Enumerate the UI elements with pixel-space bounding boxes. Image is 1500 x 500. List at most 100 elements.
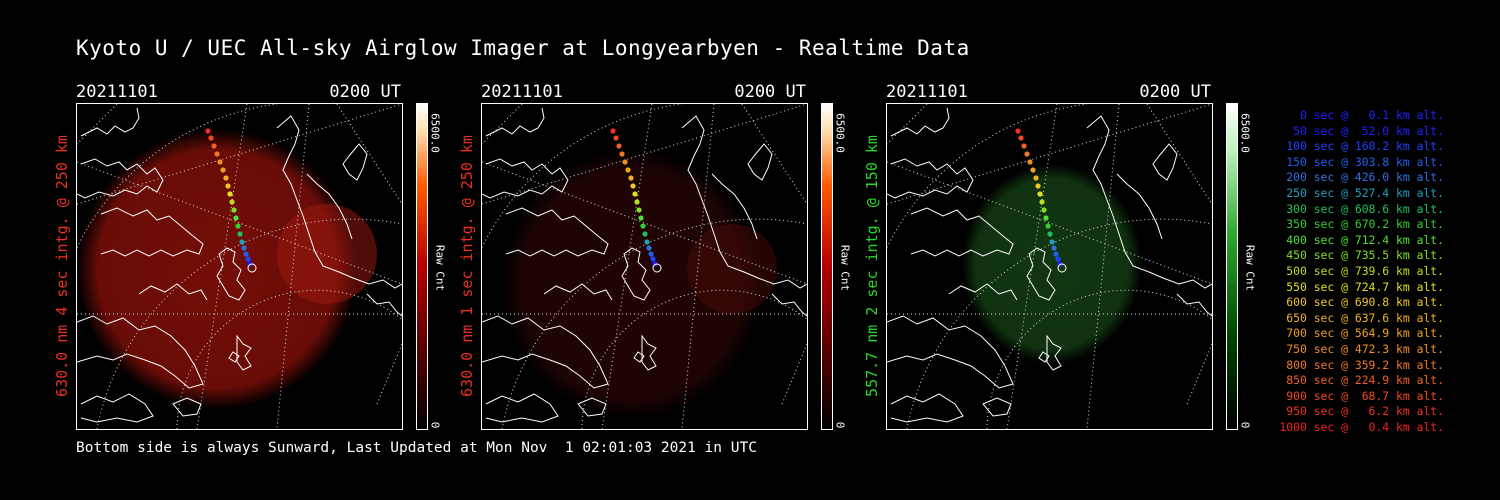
trajectory-point	[1018, 135, 1024, 141]
trajectory-point	[646, 245, 652, 251]
grid-line	[1006, 104, 1058, 429]
panel-1-date: 20211101	[76, 82, 158, 102]
panel-2-colorbar	[821, 103, 833, 430]
coastline	[711, 173, 758, 240]
panel-3-colorbar-unit-wrap: Raw Cnt	[1242, 238, 1258, 298]
panel-3-colorbar-min: 0	[1238, 421, 1252, 429]
coastline	[228, 351, 240, 363]
grid-arc	[906, 218, 1212, 429]
coastline	[485, 107, 545, 137]
panel-2-ylabel-wrap: 630.0 nm 1 sec intg. @ 250 km	[457, 103, 477, 428]
page-title: Kyoto U / UEC All-sky Airglow Imager at …	[76, 36, 970, 60]
trajectory-point	[1043, 215, 1049, 221]
legend-row: 250 sec @ 527.4 km alt.	[1286, 185, 1444, 200]
panel-1-colorbar-unit: Raw Cnt	[433, 244, 447, 292]
grid-line	[77, 104, 402, 205]
legend-row: 300 sec @ 608.6 km alt.	[1286, 201, 1444, 216]
coastline	[482, 315, 609, 389]
coastline	[485, 393, 559, 423]
coastline	[543, 283, 613, 301]
grid-arc	[96, 218, 402, 429]
panel-2-colorbar-min: 0	[833, 421, 847, 429]
trajectory-point	[650, 256, 656, 262]
grid-arc	[77, 104, 278, 249]
trajectory-point	[1033, 175, 1039, 181]
legend-row: 750 sec @ 472.3 km alt.	[1286, 341, 1444, 356]
trajectory-point	[640, 223, 646, 229]
trajectory-point	[1047, 231, 1053, 237]
coastline	[641, 334, 657, 371]
panel-3-ylabel-wrap: 557.7 nm 2 sec intg. @ 150 km	[862, 103, 882, 428]
grid-line	[681, 104, 715, 429]
grid-line	[887, 104, 1212, 205]
trajectory-point	[1045, 223, 1051, 229]
trajectory-point	[636, 207, 642, 213]
coastline	[100, 207, 204, 257]
legend-row: 600 sec @ 690.8 km alt.	[1286, 295, 1444, 310]
panel-3-colorbar-max: 6500.0	[1238, 113, 1252, 153]
grid-arc	[176, 289, 402, 429]
panel-1-time: 0200 UT	[329, 82, 401, 102]
grid-line	[376, 343, 402, 405]
trajectory-point	[1039, 199, 1045, 205]
trajectory-point	[1021, 143, 1027, 149]
trajectory-point	[616, 143, 622, 149]
legend-row: 200 sec @ 426.0 km alt.	[1286, 170, 1444, 185]
legend-row: 1000 sec @ 0.4 km alt.	[1279, 419, 1444, 434]
panel-2-colorbar-min-wrap: 0	[832, 395, 848, 455]
trajectory-point	[648, 251, 654, 257]
panel-1-image	[76, 103, 403, 430]
legend-row: 50 sec @ 52.0 km alt.	[1293, 123, 1444, 138]
trajectory-point	[610, 128, 616, 134]
panel-2-colorbar-unit: Raw Cnt	[838, 244, 852, 292]
coastline	[887, 158, 974, 199]
coastline	[172, 397, 202, 417]
coastline	[1046, 334, 1062, 371]
grid-arc	[986, 289, 1212, 429]
legend-row: 350 sec @ 670.2 km alt.	[1286, 217, 1444, 232]
grid-line	[781, 343, 807, 405]
airglow-emission	[502, 149, 762, 419]
panel-3-image	[886, 103, 1213, 430]
trajectory-end-marker	[652, 263, 662, 273]
grid-line	[77, 104, 118, 145]
legend-row: 650 sec @ 637.6 km alt.	[1286, 310, 1444, 325]
grid-line	[336, 104, 402, 205]
grid-line	[276, 104, 310, 429]
trajectory-point	[205, 128, 211, 134]
trajectory-point	[622, 159, 628, 165]
trajectory-point	[208, 135, 214, 141]
coastline	[236, 334, 252, 371]
trajectory-point	[239, 239, 245, 245]
grid-arc	[887, 104, 1088, 249]
coastline	[890, 393, 964, 423]
panel-map-svg	[77, 104, 402, 429]
panel-1-colorbar-min: 0	[428, 421, 442, 429]
coastline	[982, 397, 1012, 417]
panel-2-ylabel: 630.0 nm 1 sec intg. @ 250 km	[458, 134, 476, 397]
trajectory-point	[630, 183, 636, 189]
legend-row: 0 sec @ 0.1 km alt.	[1299, 108, 1444, 122]
panel-map-svg	[887, 104, 1212, 429]
legend-row: 550 sec @ 724.7 km alt.	[1286, 279, 1444, 294]
coastline	[577, 397, 607, 417]
coastline	[482, 158, 569, 199]
coastline	[216, 247, 246, 301]
trajectory-point	[628, 175, 634, 181]
panel-1-ylabel: 630.0 nm 4 sec intg. @ 250 km	[53, 134, 71, 397]
coastline	[1038, 351, 1050, 363]
legend-row: 450 sec @ 735.5 km alt.	[1286, 248, 1444, 263]
panel-2-colorbar-unit-wrap: Raw Cnt	[837, 238, 853, 298]
panel-1-colorbar-max: 6500.0	[428, 113, 442, 153]
panel-2-colorbar-max-wrap: 6500.0	[832, 103, 848, 163]
coastline	[681, 115, 807, 289]
trajectory-point	[634, 199, 640, 205]
grid-line	[601, 104, 653, 429]
coastline	[77, 315, 204, 389]
coastline	[887, 315, 1014, 389]
panel-1-ylabel-wrap: 630.0 nm 4 sec intg. @ 250 km	[52, 103, 72, 428]
coastline	[633, 351, 645, 363]
trajectory-point	[217, 159, 223, 165]
airglow-bright-patch	[687, 224, 777, 314]
trajectory-point	[619, 151, 625, 157]
